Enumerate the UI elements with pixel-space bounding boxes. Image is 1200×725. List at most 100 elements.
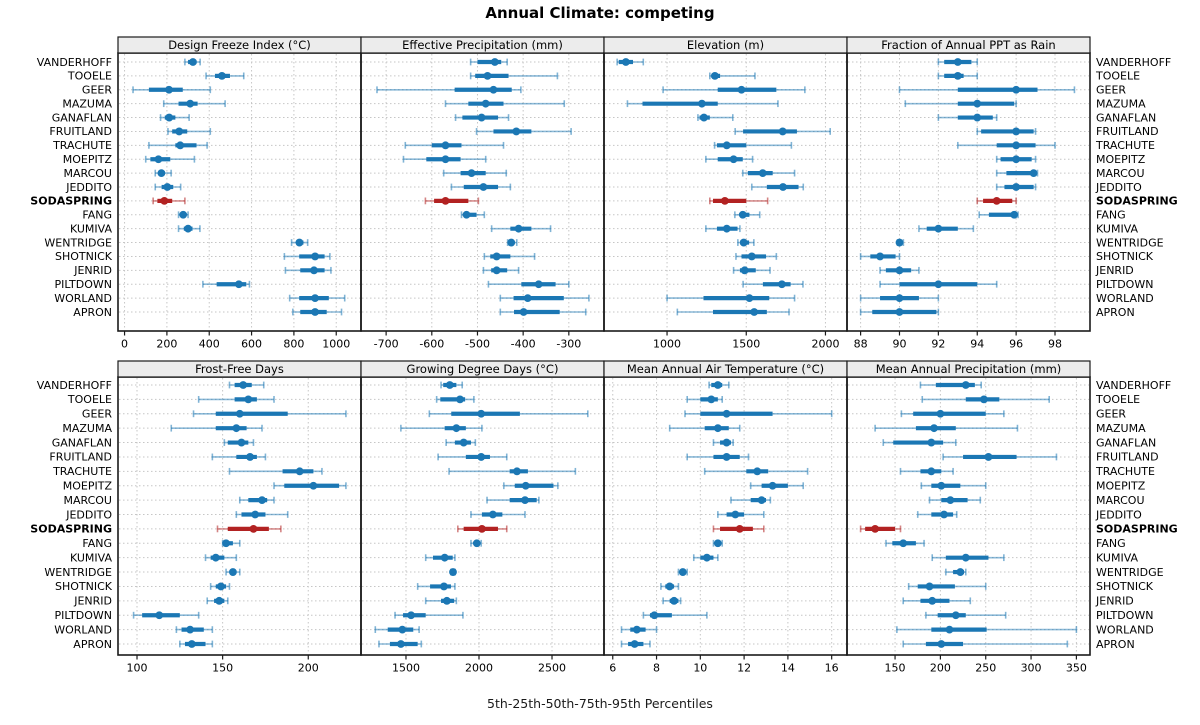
median-dot: [251, 510, 260, 519]
median-dot: [946, 496, 955, 505]
series-sodaspring: [152, 196, 186, 205]
series-jeddito: [154, 183, 182, 191]
series-ganaflan: [697, 113, 734, 122]
median-dot: [665, 582, 674, 591]
station-label-fruitland: FRUITLAND: [1096, 125, 1159, 138]
series-jeddito: [450, 183, 512, 191]
median-dot: [1029, 169, 1038, 178]
median-dot: [632, 625, 641, 634]
station-label-worland: WORLAND: [54, 623, 112, 636]
median-dot: [895, 294, 904, 303]
series-apron: [292, 308, 343, 316]
station-label-worland: WORLAND: [54, 292, 112, 305]
station-label-geer: GEER: [82, 408, 112, 421]
series-fang: [734, 210, 761, 219]
station-label-sodaspring: SODASPRING: [30, 523, 112, 536]
series-jenrid: [879, 266, 920, 275]
median-dot: [927, 467, 936, 476]
panel-growing-degree-days-c: Growing Degree Days (°C) 1500 2000 2500: [360, 360, 605, 675]
station-label-ganaflan: GANAFLAN: [1096, 111, 1156, 124]
median-dot: [160, 196, 169, 205]
series-geer: [428, 409, 589, 418]
series-shotnick: [735, 252, 778, 261]
panel-border: [360, 52, 605, 332]
station-label-tooele: TOOELE: [67, 393, 112, 406]
panel-title: Fraction of Annual PPT as Rain: [881, 38, 1055, 52]
median-dot: [513, 467, 521, 476]
median-dot: [452, 424, 461, 433]
panel-header: [846, 360, 1091, 378]
station-label-piltdown: PILTDOWN: [1096, 278, 1153, 291]
series-piltdown: [202, 280, 251, 289]
median-dot: [927, 438, 936, 447]
x-tick-label: 350: [1066, 662, 1087, 675]
median-dot: [477, 113, 486, 122]
median-dot: [441, 155, 450, 164]
median-dot: [707, 395, 716, 404]
series-kumiva: [918, 224, 975, 233]
median-dot: [697, 99, 706, 108]
series-apron: [676, 308, 790, 316]
median-dot: [992, 196, 1001, 205]
station-label-apron: APRON: [73, 306, 112, 319]
median-dot: [462, 210, 471, 219]
series-jeddito: [916, 510, 958, 519]
panel-fraction-of-annual-ppt-as-rain: Fraction of Annual PPT as Rain 88 90 92 94 96…: [846, 36, 1091, 351]
series-moepitz: [402, 155, 487, 164]
median-dot: [477, 453, 486, 461]
median-dot: [945, 625, 954, 634]
median-dot: [729, 155, 738, 164]
series-sodaspring: [709, 196, 769, 205]
series-mazuma: [904, 99, 1017, 108]
series-marcou: [154, 169, 172, 178]
x-tick-label: 100: [127, 662, 148, 675]
series-wentridge: [737, 238, 755, 247]
median-dot: [154, 155, 163, 164]
series-jeddito: [750, 183, 805, 191]
series-jenrid: [662, 596, 682, 605]
series-marcou: [486, 496, 540, 505]
series-ganaflan: [223, 438, 255, 447]
series-jenrid: [424, 596, 458, 605]
median-dot: [311, 252, 319, 261]
median-dot: [925, 582, 934, 591]
series-ganaflan: [712, 438, 734, 447]
panel-border: [603, 376, 848, 656]
panel-title: Design Freeze Index (°C): [168, 38, 311, 52]
median-dot: [249, 524, 258, 533]
series-jeddito: [717, 510, 765, 519]
median-dot: [713, 381, 722, 389]
median-dot: [961, 553, 970, 562]
median-dot: [720, 196, 729, 205]
series-shotnick: [859, 252, 901, 261]
median-dot: [737, 85, 746, 94]
series-trachute: [448, 467, 577, 476]
x-tick-label: 200: [930, 662, 951, 675]
station-label-geer: GEER: [1096, 84, 1126, 97]
station-label-kumiva: KUMIVA: [70, 551, 113, 564]
station-label-shotnick: SHOTNICK: [55, 250, 113, 263]
series-wentridge: [945, 568, 967, 576]
series-trachute: [148, 141, 208, 150]
x-tick-label: 0: [121, 338, 128, 351]
median-dot: [492, 252, 501, 261]
x-tick-label: 1500: [392, 662, 420, 675]
median-dot: [534, 280, 543, 289]
series-ganaflan: [445, 438, 477, 447]
x-tick-label: 92: [931, 338, 945, 351]
series-sodaspring: [976, 196, 1017, 205]
median-dot: [722, 453, 731, 461]
station-label-fruitland: FRUITLAND: [49, 451, 112, 464]
median-dot: [229, 568, 237, 576]
median-dot: [398, 625, 407, 634]
series-shotnick: [416, 582, 456, 591]
median-dot: [750, 308, 759, 316]
x-tick-label: 6: [609, 662, 616, 675]
series-jeddito: [235, 510, 289, 519]
series-piltdown: [925, 611, 1007, 620]
panel-title: Growing Degree Days (°C): [407, 362, 559, 376]
median-dot: [218, 71, 226, 80]
series-fang: [978, 210, 1019, 219]
x-tick-label: 12: [737, 662, 751, 675]
